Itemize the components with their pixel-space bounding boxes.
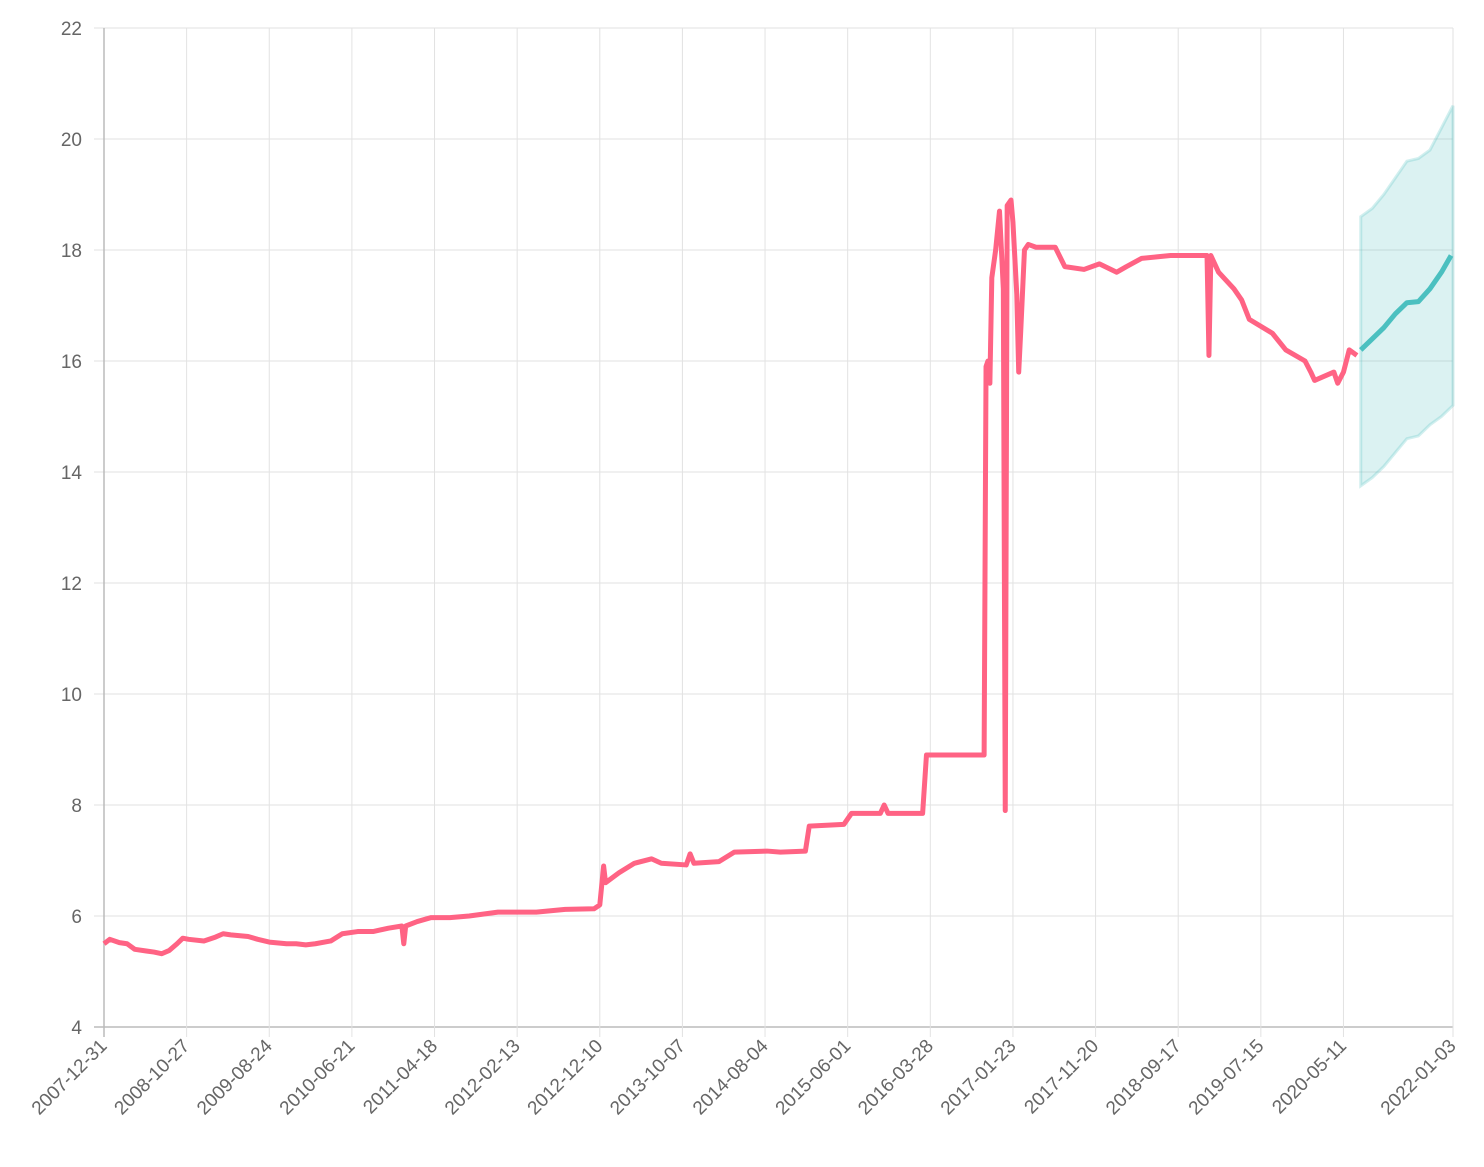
x-tick-label: 2012-12-10 [524, 1036, 608, 1120]
line-series [102, 197, 1359, 957]
y-tick-label: 22 [61, 19, 82, 40]
x-tick-label: 2020-05-11 [1268, 1036, 1351, 1119]
y-tick-label: 6 [71, 907, 82, 928]
x-tick-label: 2022-01-03 [1377, 1036, 1461, 1120]
x-tick-label: 2016-03-28 [854, 1036, 938, 1120]
y-tick-label: 12 [61, 574, 82, 595]
x-tick-label: 2015-06-01 [772, 1036, 856, 1120]
x-tick-label: 2018-09-17 [1102, 1036, 1186, 1120]
y-tick-label: 20 [61, 130, 82, 151]
x-tick-label: 2009-08-24 [193, 1035, 277, 1119]
y-tick-label: 14 [61, 463, 83, 484]
x-tick-label: 2017-01-23 [937, 1036, 1021, 1120]
x-tick-label: 2011-04-18 [359, 1036, 442, 1119]
y-tick-label: 16 [61, 352, 82, 373]
x-tick-label: 2008-10-27 [111, 1036, 195, 1120]
forecast-band [1359, 105, 1455, 489]
x-tick-label: 2019-07-15 [1185, 1036, 1269, 1120]
x-tick-label: 2010-06-21 [276, 1036, 360, 1120]
y-tick-label: 4 [71, 1018, 82, 1039]
x-tick-label: 2014-08-04 [689, 1035, 773, 1119]
line-series [1359, 254, 1454, 352]
y-tick-label: 18 [61, 241, 82, 262]
x-tick-label: 2012-02-13 [441, 1036, 525, 1120]
y-tick-label: 8 [71, 796, 82, 817]
x-tick-label: 2017-11-20 [1021, 1036, 1104, 1119]
x-tick-label: 2007-12-31 [28, 1036, 112, 1120]
y-tick-label: 10 [61, 685, 82, 706]
x-tick-label: 2013-10-07 [606, 1036, 690, 1120]
